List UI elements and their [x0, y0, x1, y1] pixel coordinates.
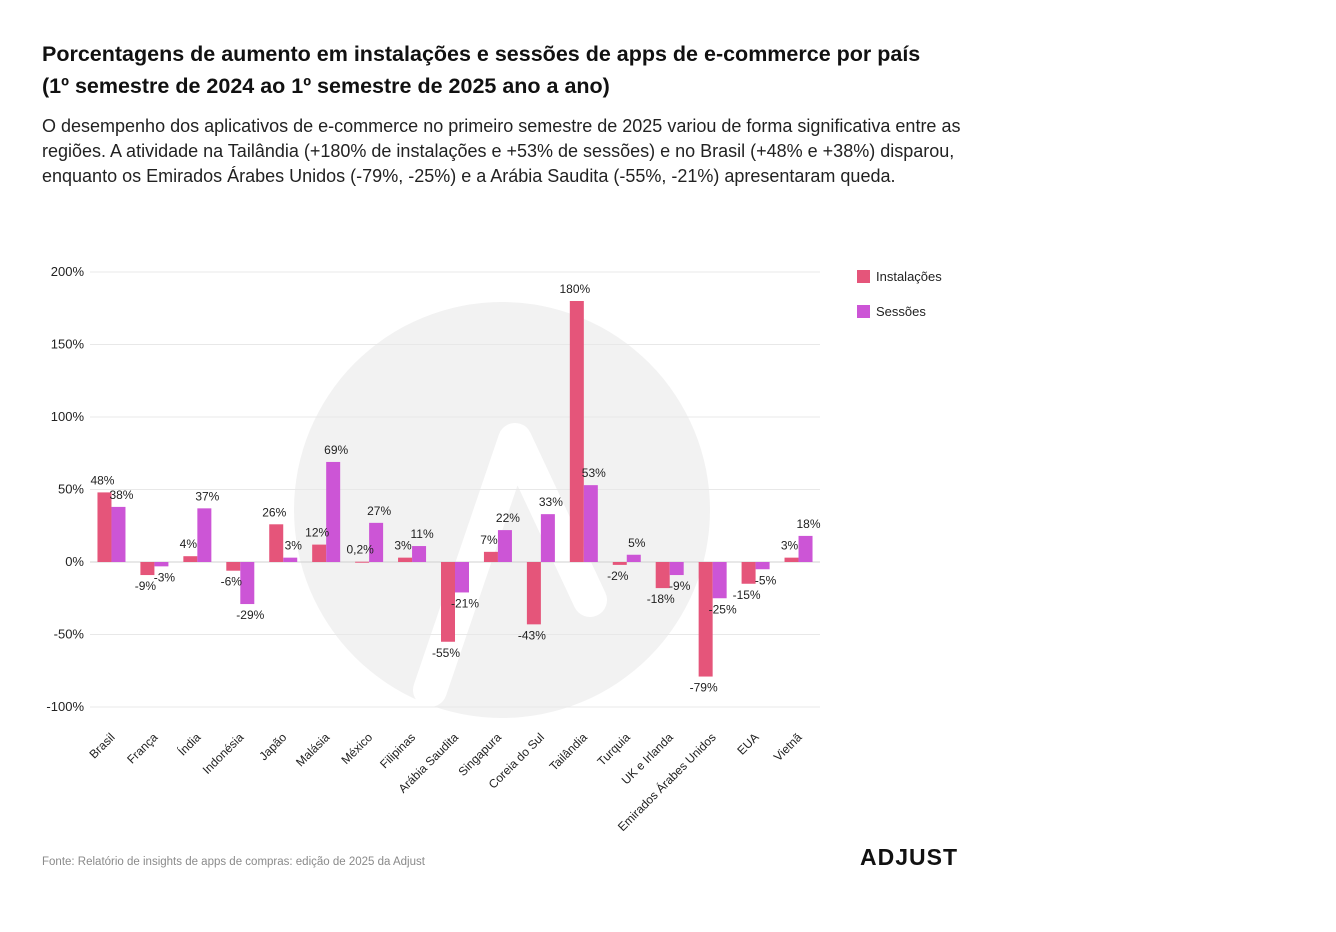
bar-sessoes	[111, 506, 126, 562]
data-label-instalacoes: 3%	[781, 539, 799, 553]
data-label-sessoes: 18%	[797, 517, 821, 531]
data-label-instalacoes: 3%	[394, 539, 412, 553]
data-label-sessoes: 27%	[367, 504, 391, 518]
data-label-sessoes: 33%	[539, 495, 563, 509]
data-label-instalacoes: 48%	[90, 473, 114, 487]
bar-instalacoes	[355, 561, 370, 563]
data-label-instalacoes: 180%	[559, 282, 590, 296]
bar-sessoes	[197, 508, 212, 562]
data-label-sessoes: 69%	[324, 443, 348, 457]
bar-instalacoes	[741, 562, 756, 584]
data-label-sessoes: -21%	[451, 596, 479, 610]
data-label-instalacoes: -6%	[221, 575, 243, 589]
data-label-instalacoes: 26%	[262, 505, 286, 519]
bar-instalacoes	[226, 562, 241, 571]
y-tick-label: -100%	[46, 699, 84, 714]
chart-title: Porcentagens de aumento em instalações e…	[42, 42, 921, 98]
y-tick-label: 200%	[51, 264, 85, 279]
bar-instalacoes	[312, 544, 327, 562]
bar-sessoes	[497, 530, 512, 562]
legend-swatch	[857, 305, 870, 318]
data-label-sessoes: 37%	[195, 489, 219, 503]
data-label-instalacoes: -9%	[135, 579, 157, 593]
bar-sessoes	[669, 562, 684, 576]
data-label-instalacoes: -15%	[733, 588, 761, 602]
data-label-sessoes: -25%	[709, 602, 737, 616]
data-label-sessoes: 3%	[285, 539, 303, 553]
legend-label: Sessões	[876, 304, 926, 319]
data-label-sessoes: 38%	[109, 488, 133, 502]
x-tick-label: Indonésia	[200, 730, 247, 777]
legend-label: Instalações	[876, 269, 942, 284]
x-tick-label: Malásia	[293, 730, 332, 769]
bar-instalacoes	[612, 562, 627, 565]
data-label-sessoes: -9%	[669, 579, 691, 593]
bar-instalacoes	[183, 556, 198, 562]
x-tick-label: Turquia	[595, 730, 634, 769]
y-tick-label: -50%	[54, 627, 85, 642]
x-tick-label: França	[124, 730, 161, 767]
legend-swatch	[857, 270, 870, 283]
data-label-sessoes: 22%	[496, 511, 520, 525]
x-tick-label: México	[338, 730, 375, 767]
bar-instalacoes	[655, 562, 670, 589]
x-tick-label: Vietnã	[771, 730, 805, 764]
bar-sessoes	[626, 554, 641, 562]
bar-sessoes	[154, 562, 169, 567]
x-tick-label: EUA	[734, 730, 761, 757]
bar-instalacoes	[784, 557, 799, 562]
bar-instalacoes	[569, 301, 584, 562]
bar-sessoes	[755, 562, 770, 570]
bar-instalacoes	[526, 562, 541, 625]
data-label-instalacoes: 7%	[480, 533, 498, 547]
bar-instalacoes	[140, 562, 155, 576]
y-tick-label: 0%	[65, 554, 84, 569]
data-label-instalacoes: 4%	[180, 537, 198, 551]
bar-sessoes	[712, 562, 727, 599]
y-tick-label: 150%	[51, 337, 85, 352]
data-label-instalacoes: -43%	[518, 628, 546, 642]
data-label-sessoes: -5%	[755, 573, 777, 587]
bar-sessoes	[240, 562, 255, 605]
data-label-sessoes: -3%	[154, 570, 176, 584]
data-label-sessoes: -29%	[236, 608, 264, 622]
bar-sessoes	[369, 522, 384, 562]
bar-instalacoes	[398, 557, 413, 562]
x-tick-label: Tailândia	[547, 730, 591, 774]
data-label-instalacoes: 0,2%	[346, 543, 374, 557]
watermark-mark-icon	[413, 423, 607, 707]
data-label-instalacoes: -18%	[647, 592, 675, 606]
x-tick-label: Índia	[174, 729, 203, 758]
data-label-instalacoes: 12%	[305, 526, 329, 540]
bar-sessoes	[283, 557, 298, 562]
data-label-sessoes: 5%	[628, 536, 646, 550]
bar-instalacoes	[97, 492, 112, 562]
data-label-instalacoes: -55%	[432, 646, 460, 660]
bar-instalacoes	[269, 524, 284, 562]
bar-sessoes	[326, 461, 341, 562]
data-label-sessoes: 53%	[582, 466, 606, 480]
y-tick-label: 50%	[58, 482, 84, 497]
source-note: Fonte: Relatório de insights de apps de …	[42, 856, 425, 868]
chart-subtitle: O desempenho dos aplicativos de e-commer…	[42, 116, 961, 186]
bar-sessoes	[540, 514, 555, 562]
bar-sessoes	[455, 562, 469, 593]
bar-sessoes	[412, 546, 427, 562]
bar-instalacoes	[698, 562, 713, 677]
x-tick-label: Filipinas	[377, 730, 418, 771]
data-label-instalacoes: -2%	[607, 569, 629, 583]
bar-instalacoes	[483, 551, 498, 562]
data-label-instalacoes: -79%	[690, 681, 718, 695]
bar-sessoes	[798, 535, 813, 562]
x-tick-label: Japão	[256, 730, 289, 763]
adjust-logo: ADJUST	[860, 844, 959, 870]
y-tick-label: 100%	[51, 409, 85, 424]
bar-instalacoes	[441, 562, 455, 642]
x-tick-label: Brasil	[86, 730, 117, 761]
bar-sessoes	[583, 485, 598, 562]
data-label-sessoes: 11%	[410, 527, 433, 541]
